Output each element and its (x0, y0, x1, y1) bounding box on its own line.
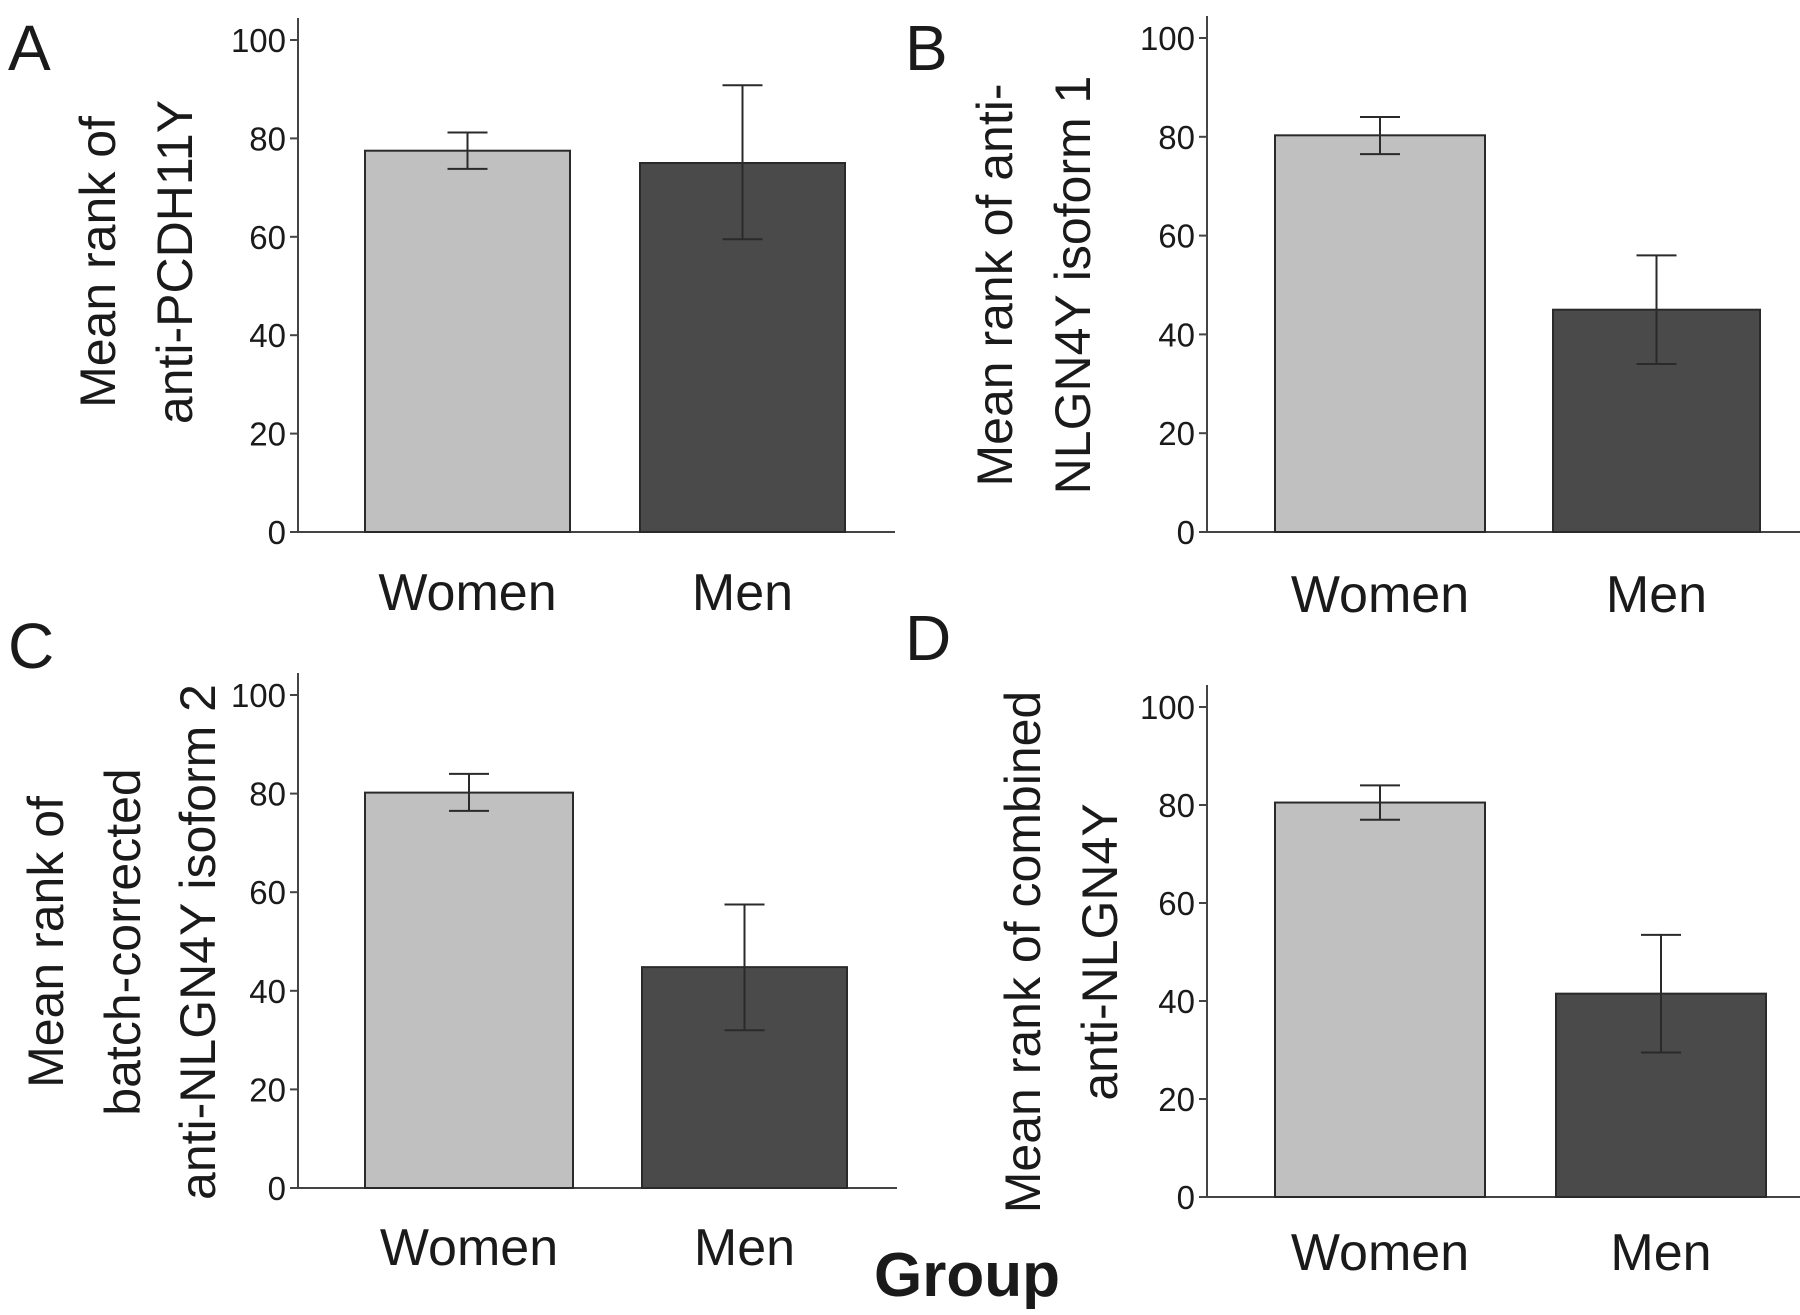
y-tick-label: 20 (1158, 415, 1195, 452)
y-tick-label: 60 (249, 219, 286, 256)
y-tick-label: 20 (249, 416, 286, 453)
y-tick-label: 20 (249, 1071, 286, 1108)
panel-letter: B (905, 12, 948, 84)
y-tick-label: 40 (249, 973, 286, 1010)
panel-letter: C (8, 610, 54, 682)
y-axis-title-line: anti-NLGN4Y isoform 2 (170, 684, 226, 1200)
y-tick-label: 0 (1177, 1179, 1195, 1216)
y-tick-label: 80 (1158, 787, 1195, 824)
panel-b: B Mean rank of anti- NLGN4Y isoform 1 0 20 40… (905, 12, 1800, 624)
category-label: Women (380, 1219, 558, 1277)
y-tick-label: 0 (1177, 514, 1195, 551)
y-tick-label: 60 (1158, 885, 1195, 922)
bar-women (1274, 134, 1486, 533)
y-tick-label: 80 (249, 120, 286, 157)
bar-women (364, 791, 574, 1189)
category-label: Men (694, 1219, 795, 1277)
panel-letter: A (8, 12, 51, 84)
y-axis-title-line: anti-NLGN4Y (1072, 803, 1128, 1100)
y-axis-title-line: Mean rank of (70, 116, 126, 408)
y-axis-title-line: NLGN4Y isoform 1 (1045, 76, 1101, 495)
y-tick-label: 40 (1158, 983, 1195, 1020)
y-tick-label: 0 (268, 514, 286, 551)
y-tick-label: 80 (249, 776, 286, 813)
y-axis-title-line: Mean rank of anti- (967, 84, 1023, 487)
panel-c: C Mean rank of batch-corrected anti-NLGN4Y … (8, 610, 897, 1277)
y-tick-label: 80 (1158, 119, 1195, 156)
y-axis-title-line: anti-PCDH11Y (147, 100, 203, 424)
panel-d: D Mean rank of combined anti-NLGN4Y 0 20 40 60… (905, 602, 1800, 1282)
category-label: Women (1291, 1224, 1469, 1282)
category-label: Men (692, 564, 793, 622)
bar-women (1274, 801, 1486, 1198)
y-tick-label: 60 (1158, 218, 1195, 255)
category-label: Men (1606, 566, 1707, 624)
y-axis-title-line: batch-corrected (95, 768, 151, 1115)
y-tick-label: 100 (231, 677, 286, 714)
y-tick-label: 40 (1158, 316, 1195, 353)
y-tick-label: 100 (1140, 689, 1195, 726)
y-tick-label: 60 (249, 874, 286, 911)
y-tick-label: 40 (249, 317, 286, 354)
y-tick-label: 20 (1158, 1081, 1195, 1118)
y-tick-label: 0 (268, 1170, 286, 1207)
y-tick-label: 100 (1140, 20, 1195, 57)
y-tick-label: 100 (231, 22, 286, 59)
bar-women (364, 149, 571, 533)
y-axis-title-line: Mean rank of combined (995, 691, 1051, 1214)
category-label: Women (378, 564, 556, 622)
panel-letter: D (905, 602, 951, 674)
panel-a: A Mean rank of anti-PCDH11Y 0 20 40 60 80 100 Wom… (8, 12, 895, 622)
y-axis-title-line: Mean rank of (18, 796, 74, 1088)
group-axis-title: Group (874, 1241, 1060, 1310)
category-label: Men (1610, 1224, 1711, 1282)
category-label: Women (1291, 566, 1469, 624)
